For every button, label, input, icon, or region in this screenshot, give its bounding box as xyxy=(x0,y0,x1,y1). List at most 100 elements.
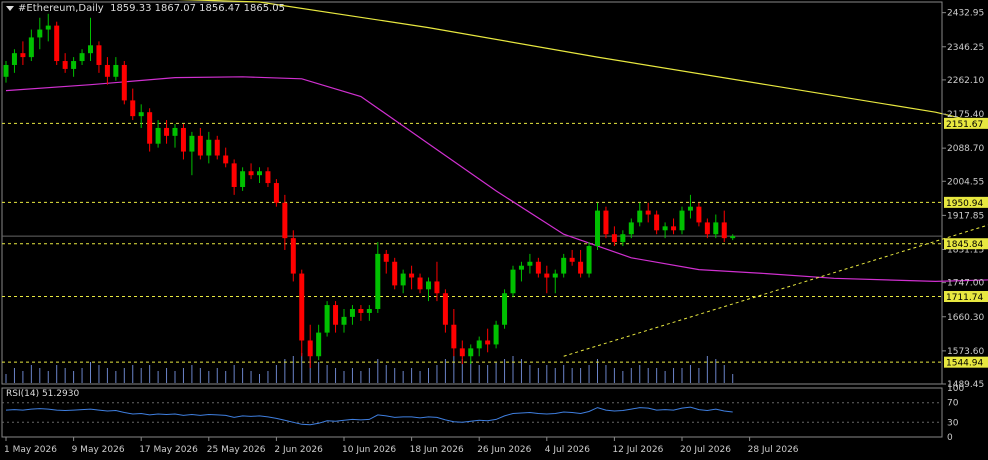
bear-candle xyxy=(696,206,702,223)
price-tick-label: 1917.85 xyxy=(947,211,984,221)
time-tick-label: 2 Jun 2026 xyxy=(274,445,323,455)
bull-candle xyxy=(662,226,668,231)
rsi-frame xyxy=(1,387,943,438)
rsi-pane xyxy=(1,387,943,438)
bull-candle xyxy=(79,53,85,62)
price-tick-label: 2004.55 xyxy=(947,177,984,187)
bear-candle xyxy=(248,171,254,176)
main-pane xyxy=(1,0,988,385)
bull-candle xyxy=(172,127,178,136)
rsi-title: RSI(14) 51.2930 xyxy=(6,389,80,399)
rsi-tick-label: 0 xyxy=(947,433,953,443)
bull-candle xyxy=(586,246,592,274)
level-tag-label: 1845.84 xyxy=(946,240,983,250)
bear-candle xyxy=(611,234,617,243)
level-tag-label: 1950.94 xyxy=(946,199,983,209)
bull-candle xyxy=(341,316,347,325)
bull-candle xyxy=(426,281,431,290)
bull-candle xyxy=(28,37,34,58)
bear-candle xyxy=(299,273,305,341)
price-tick-label: 2432.95 xyxy=(947,9,984,19)
bear-candle xyxy=(442,293,448,325)
bull-candle xyxy=(37,29,43,38)
bull-candle xyxy=(687,206,693,211)
bull-candle xyxy=(476,340,482,349)
bear-candle xyxy=(535,261,541,274)
bull-candle xyxy=(155,127,161,144)
chevron-down-icon[interactable] xyxy=(6,5,14,11)
bear-candle xyxy=(333,305,339,325)
bull-candle xyxy=(240,171,246,187)
bear-candle xyxy=(544,273,550,278)
price-tick-label: 1831.15 xyxy=(947,246,984,256)
bull-candle xyxy=(349,309,355,317)
trend-line xyxy=(563,224,988,357)
bear-candle xyxy=(358,309,364,313)
rsi-tick-label: 100 xyxy=(947,384,964,394)
bull-candle xyxy=(257,171,262,176)
time-tick-label: 12 Jul 2026 xyxy=(612,445,663,455)
level-tag-label: 1544.94 xyxy=(946,359,983,369)
bull-candle xyxy=(375,253,381,310)
bull-candle xyxy=(730,236,736,239)
price-tick-label: 2088.70 xyxy=(947,144,984,154)
bear-candle xyxy=(383,253,389,262)
time-tick-label: 1 May 2026 xyxy=(4,445,57,455)
bull-candle xyxy=(316,332,322,357)
ma-slow-line xyxy=(176,0,988,126)
level-tag xyxy=(944,356,988,368)
bull-candle xyxy=(552,273,558,278)
level-tag xyxy=(944,291,988,303)
bull-candle xyxy=(113,64,119,77)
price-tick-label: 1573.60 xyxy=(947,347,984,357)
chart-header: #Ethereum,Daily 1859.33 1867.07 1856.47 … xyxy=(6,3,285,14)
level-tag-label: 2151.67 xyxy=(946,120,983,130)
bear-candle xyxy=(180,127,186,152)
bull-candle xyxy=(206,139,212,156)
bear-candle xyxy=(265,171,271,184)
bull-candle xyxy=(468,348,474,357)
time-tick-label: 10 Jun 2026 xyxy=(342,445,396,455)
bear-candle xyxy=(485,340,491,345)
bear-candle xyxy=(197,135,203,156)
main-frame xyxy=(1,1,943,385)
bear-candle xyxy=(434,281,440,294)
bear-candle xyxy=(54,25,60,62)
bear-candle xyxy=(704,222,710,235)
bull-candle xyxy=(493,324,499,345)
bull-candle xyxy=(45,25,51,30)
time-axis: 1 May 2026 9 May 2026 17 May 2026 25 May 20… xyxy=(4,437,799,455)
rsi-tick-label: 70 xyxy=(947,399,959,409)
bull-candle xyxy=(71,61,77,69)
bear-candle xyxy=(645,210,651,215)
bull-candle xyxy=(138,112,144,117)
bull-candle xyxy=(713,222,719,235)
time-tick-label: 28 Jul 2026 xyxy=(748,445,799,455)
bull-candle xyxy=(88,45,93,54)
bear-candle xyxy=(223,155,229,164)
bull-candle xyxy=(400,273,406,286)
bear-candle xyxy=(96,45,102,65)
bear-candle xyxy=(671,226,677,231)
price-tick-label: 1747.00 xyxy=(947,279,984,289)
bull-candle xyxy=(510,269,516,294)
bear-candle xyxy=(231,163,237,187)
bear-candle xyxy=(721,222,727,239)
bear-candle xyxy=(451,324,457,349)
bear-candle xyxy=(62,61,68,69)
bull-candle xyxy=(561,257,567,274)
bull-candle xyxy=(637,210,643,223)
bear-candle xyxy=(104,64,110,77)
level-tag-label: 1711.74 xyxy=(946,293,983,303)
bull-candle xyxy=(502,293,508,325)
bull-candle xyxy=(628,222,634,235)
bear-candle xyxy=(147,112,153,144)
bull-candle xyxy=(324,305,330,333)
bear-candle xyxy=(130,100,136,117)
price-tick-label: 2262.10 xyxy=(947,76,984,86)
bear-candle xyxy=(409,273,415,278)
bull-candle xyxy=(620,234,626,243)
bull-candle xyxy=(366,309,372,313)
bull-candle xyxy=(595,210,600,247)
